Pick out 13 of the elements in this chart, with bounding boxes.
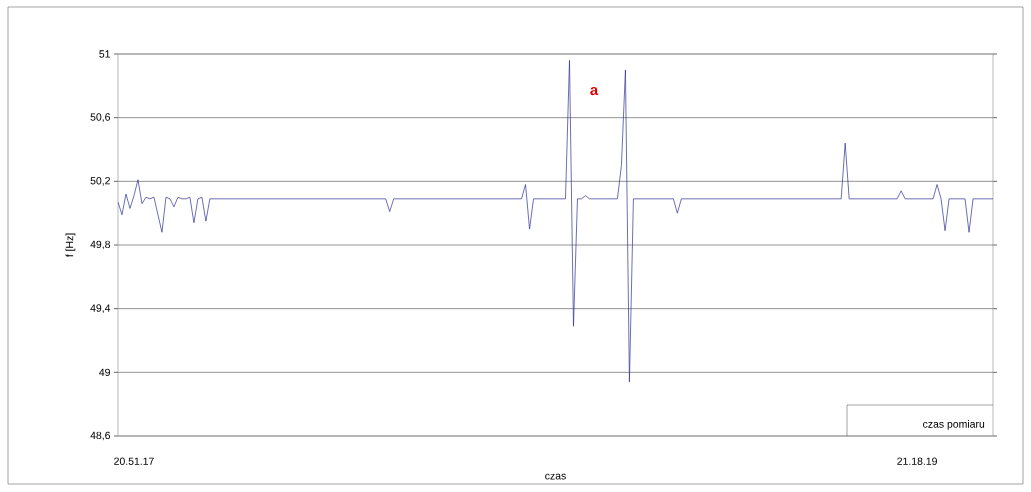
x-tick-label: 21.18.19	[897, 457, 937, 465]
y-tick-label: 49,8	[90, 240, 111, 250]
y-tick-label: 49,4	[90, 304, 111, 313]
annotation: czas pomiaru	[923, 420, 985, 430]
annotation: a	[590, 86, 599, 96]
y-tick-label: 51	[99, 50, 110, 58]
y-tick-label: 49	[99, 368, 110, 377]
y-tick-label: 48,6	[90, 431, 111, 441]
y-tick-label: 50,2	[90, 177, 110, 186]
y-tick-label: 50,6	[90, 113, 111, 122]
y-axis-title: f [Hz]	[65, 233, 76, 258]
x-axis-title: czas	[545, 473, 566, 480]
x-tick-label: 20.51.17	[114, 457, 154, 465]
